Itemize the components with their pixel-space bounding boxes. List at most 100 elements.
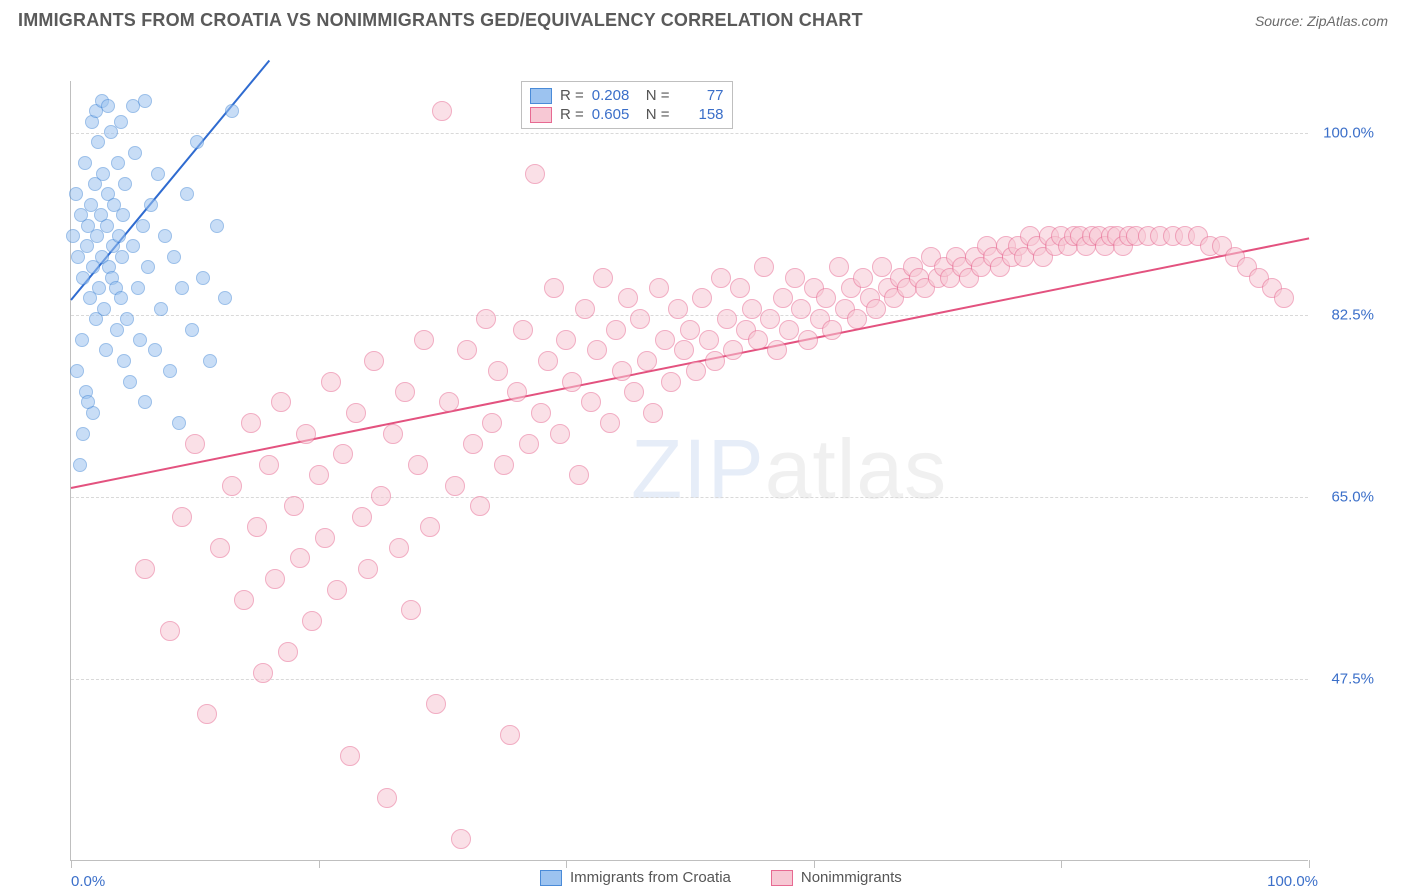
x-tick	[814, 860, 815, 868]
data-point-croatia	[225, 104, 239, 118]
data-point-nonimmigrants	[445, 476, 465, 496]
data-point-nonimmigrants	[346, 403, 366, 423]
data-point-croatia	[117, 354, 131, 368]
data-point-croatia	[126, 239, 140, 253]
data-point-nonimmigrants	[575, 299, 595, 319]
data-point-nonimmigrants	[414, 330, 434, 350]
data-point-nonimmigrants	[500, 725, 520, 745]
x-tick	[319, 860, 320, 868]
watermark: ZIPatlas	[631, 421, 947, 518]
data-point-nonimmigrants	[612, 361, 632, 381]
data-point-nonimmigrants	[779, 320, 799, 340]
data-point-nonimmigrants	[377, 788, 397, 808]
legend-swatch-nonimmigrants	[530, 107, 552, 123]
x-tick	[566, 860, 567, 868]
data-point-nonimmigrants	[705, 351, 725, 371]
data-point-nonimmigrants	[544, 278, 564, 298]
data-point-croatia	[128, 146, 142, 160]
data-point-nonimmigrants	[606, 320, 626, 340]
data-point-nonimmigrants	[637, 351, 657, 371]
gridline	[71, 133, 1308, 134]
x-tick-label-min: 0.0%	[71, 873, 105, 890]
data-point-nonimmigrants	[352, 507, 372, 527]
data-point-croatia	[133, 333, 147, 347]
data-point-croatia	[136, 219, 150, 233]
data-point-nonimmigrants	[550, 424, 570, 444]
data-point-nonimmigrants	[439, 392, 459, 412]
data-point-croatia	[131, 281, 145, 295]
data-point-nonimmigrants	[742, 299, 762, 319]
data-point-croatia	[81, 395, 95, 409]
data-point-nonimmigrants	[371, 486, 391, 506]
data-point-croatia	[116, 208, 130, 222]
data-point-nonimmigrants	[247, 517, 267, 537]
data-point-nonimmigrants	[593, 268, 613, 288]
data-point-croatia	[138, 94, 152, 108]
data-point-croatia	[141, 260, 155, 274]
legend-r-label: R =	[560, 87, 584, 104]
data-point-nonimmigrants	[723, 340, 743, 360]
x-tick	[1061, 860, 1062, 868]
data-point-nonimmigrants	[773, 288, 793, 308]
data-point-croatia	[190, 135, 204, 149]
data-point-nonimmigrants	[284, 496, 304, 516]
data-point-nonimmigrants	[185, 434, 205, 454]
data-point-nonimmigrants	[717, 309, 737, 329]
data-point-croatia	[97, 302, 111, 316]
data-point-nonimmigrants	[309, 465, 329, 485]
data-point-croatia	[101, 99, 115, 113]
data-point-nonimmigrants	[426, 694, 446, 714]
legend-row-croatia: R = 0.208N = 77	[530, 86, 724, 105]
data-point-nonimmigrants	[172, 507, 192, 527]
data-point-nonimmigrants	[488, 361, 508, 381]
data-point-croatia	[180, 187, 194, 201]
data-point-nonimmigrants	[569, 465, 589, 485]
data-point-nonimmigrants	[395, 382, 415, 402]
data-point-nonimmigrants	[661, 372, 681, 392]
data-point-croatia	[112, 229, 126, 243]
data-point-nonimmigrants	[389, 538, 409, 558]
data-point-nonimmigrants	[730, 278, 750, 298]
data-point-nonimmigrants	[668, 299, 688, 319]
data-point-nonimmigrants	[135, 559, 155, 579]
data-point-nonimmigrants	[791, 299, 811, 319]
data-point-croatia	[148, 343, 162, 357]
data-point-nonimmigrants	[476, 309, 496, 329]
data-point-croatia	[76, 427, 90, 441]
data-point-croatia	[175, 281, 189, 295]
data-point-nonimmigrants	[562, 372, 582, 392]
data-point-nonimmigrants	[581, 392, 601, 412]
legend-swatch-croatia	[540, 870, 562, 886]
gridline	[71, 497, 1308, 498]
data-point-nonimmigrants	[451, 829, 471, 849]
data-point-nonimmigrants	[463, 434, 483, 454]
data-point-nonimmigrants	[265, 569, 285, 589]
data-point-croatia	[138, 395, 152, 409]
legend-swatch-croatia	[530, 88, 552, 104]
data-point-nonimmigrants	[692, 288, 712, 308]
data-point-croatia	[92, 281, 106, 295]
data-point-croatia	[69, 187, 83, 201]
data-point-nonimmigrants	[507, 382, 527, 402]
data-point-nonimmigrants	[853, 268, 873, 288]
data-point-nonimmigrants	[241, 413, 261, 433]
data-point-nonimmigrants	[519, 434, 539, 454]
data-point-nonimmigrants	[278, 642, 298, 662]
data-point-croatia	[66, 229, 80, 243]
data-point-croatia	[120, 312, 134, 326]
legend-r-value-croatia: 0.208	[592, 87, 638, 104]
data-point-nonimmigrants	[866, 299, 886, 319]
data-point-nonimmigrants	[401, 600, 421, 620]
data-point-nonimmigrants	[680, 320, 700, 340]
data-point-nonimmigrants	[296, 424, 316, 444]
data-point-nonimmigrants	[643, 403, 663, 423]
y-tick-label: 100.0%	[1323, 125, 1374, 142]
data-point-nonimmigrants	[587, 340, 607, 360]
data-point-croatia	[111, 156, 125, 170]
data-point-nonimmigrants	[816, 288, 836, 308]
data-point-nonimmigrants	[674, 340, 694, 360]
data-point-croatia	[99, 343, 113, 357]
data-point-croatia	[100, 219, 114, 233]
data-point-nonimmigrants	[315, 528, 335, 548]
data-point-nonimmigrants	[259, 455, 279, 475]
